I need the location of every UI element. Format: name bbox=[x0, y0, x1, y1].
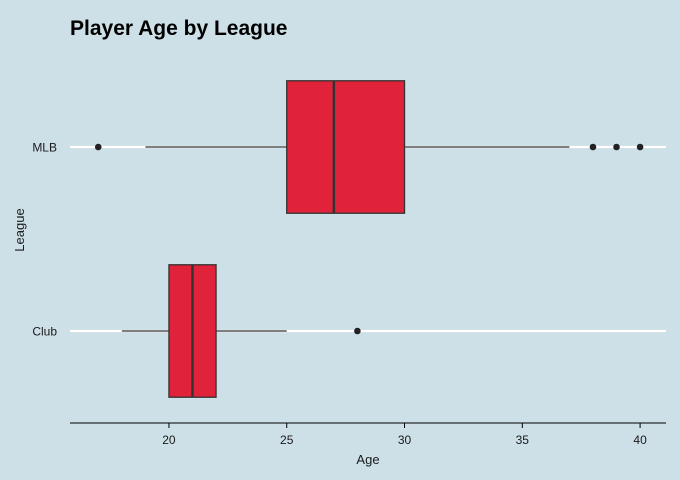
x-tick-label-35: 35 bbox=[516, 433, 530, 447]
x-axis-ticks: 20 25 30 35 40 bbox=[162, 423, 647, 447]
x-tick-label-40: 40 bbox=[633, 433, 647, 447]
x-axis-title: Age bbox=[356, 452, 379, 467]
x-tick-label-20: 20 bbox=[162, 433, 176, 447]
outlier-club-0 bbox=[354, 327, 361, 335]
x-tick-label-25: 25 bbox=[280, 433, 294, 447]
y-axis-title: League bbox=[12, 208, 27, 251]
y-tick-label-mlb: MLB bbox=[32, 141, 57, 155]
box-mlb bbox=[286, 80, 406, 214]
outlier-mlb-3 bbox=[636, 143, 644, 151]
boxes bbox=[94, 80, 644, 398]
outlier-mlb-2 bbox=[613, 143, 620, 151]
outlier-mlb-1 bbox=[589, 143, 597, 151]
y-axis-labels: MLB Club bbox=[32, 141, 57, 339]
chart-title: Player Age by League bbox=[70, 17, 287, 40]
outlier-mlb-0 bbox=[94, 143, 102, 151]
y-tick-label-club: Club bbox=[32, 325, 57, 339]
x-tick-label-30: 30 bbox=[398, 433, 412, 447]
